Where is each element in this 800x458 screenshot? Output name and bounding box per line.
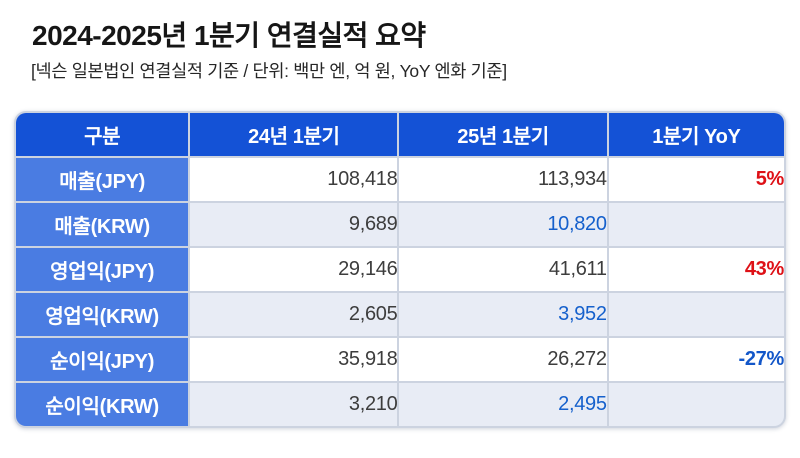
cell-q1-2024: 35,918	[190, 338, 398, 381]
row-label: 영업익(JPY)	[16, 248, 189, 291]
row-label: 순이익(KRW)	[16, 383, 189, 426]
results-table: 구분 24년 1분기 25년 1분기 1분기 YoY 매출(JPY) 108,4…	[14, 111, 786, 428]
cell-q1-2025: 26,272	[399, 338, 607, 381]
table-row-net-income-jpy: 순이익(JPY) 35,918 26,272 -27%	[16, 338, 784, 381]
cell-q1-2024: 9,689	[190, 203, 398, 246]
col-header-q1-2025: 25년 1분기	[399, 113, 607, 156]
cell-yoy	[608, 203, 784, 246]
quarterly-results-table: 구분 24년 1분기 25년 1분기 1분기 YoY 매출(JPY) 108,4…	[14, 111, 786, 428]
table-row-revenue-krw: 매출(KRW) 9,689 10,820	[16, 203, 784, 246]
table-row-operating-income-jpy: 영업익(JPY) 29,146 41,611 43%	[16, 248, 784, 291]
cell-yoy: 5%	[608, 158, 784, 201]
col-header-category: 구분	[16, 113, 189, 156]
page-subtitle: [넥슨 일본법인 연결실적 기준 / 단위: 백만 엔, 억 원, YoY 엔화…	[31, 61, 507, 81]
table-header-row: 구분 24년 1분기 25년 1분기 1분기 YoY	[16, 113, 784, 156]
cell-q1-2024: 3,210	[190, 383, 398, 426]
col-header-q1-2024: 24년 1분기	[190, 113, 398, 156]
row-label: 영업익(KRW)	[16, 293, 189, 336]
cell-q1-2024: 108,418	[190, 158, 398, 201]
col-header-q1-yoy: 1분기 YoY	[608, 113, 784, 156]
cell-q1-2024: 29,146	[190, 248, 398, 291]
cell-yoy: 43%	[608, 248, 784, 291]
cell-yoy	[608, 293, 784, 336]
row-label: 순이익(JPY)	[16, 338, 189, 381]
table-row-net-income-krw: 순이익(KRW) 3,210 2,495	[16, 383, 784, 426]
row-label: 매출(KRW)	[16, 203, 189, 246]
cell-q1-2025: 2,495	[399, 383, 607, 426]
cell-q1-2025: 41,611	[399, 248, 607, 291]
cell-q1-2025: 3,952	[399, 293, 607, 336]
page-title: 2024-2025년 1분기 연결실적 요약	[32, 20, 426, 51]
cell-q1-2025: 113,934	[399, 158, 607, 201]
cell-q1-2025: 10,820	[399, 203, 607, 246]
cell-yoy	[608, 383, 784, 426]
table-row-revenue-jpy: 매출(JPY) 108,418 113,934 5%	[16, 158, 784, 201]
cell-q1-2024: 2,605	[190, 293, 398, 336]
table-row-operating-income-krw: 영업익(KRW) 2,605 3,952	[16, 293, 784, 336]
row-label: 매출(JPY)	[16, 158, 189, 201]
cell-yoy: -27%	[608, 338, 784, 381]
